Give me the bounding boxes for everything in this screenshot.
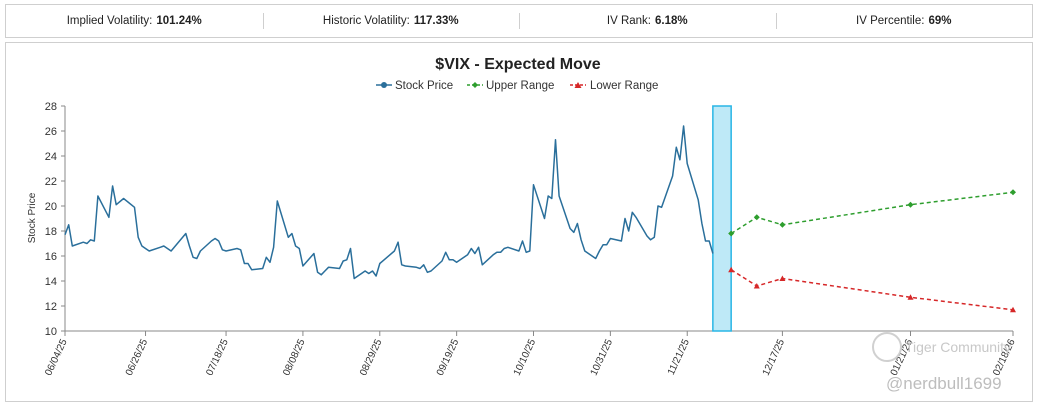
series-line-upper-range xyxy=(730,191,1014,235)
chart-legend: Stock Price Upper Range Lower Range xyxy=(376,80,658,92)
highlight-band-layer xyxy=(712,105,732,332)
series-line-lower-range xyxy=(730,269,1014,311)
stat-historic-volatility: Historic Volatility: 117.33% xyxy=(262,5,520,37)
chart-title: $VIX - Expected Move xyxy=(435,56,600,73)
legend-lower-marker xyxy=(574,82,582,88)
data-point[interactable] xyxy=(779,221,786,228)
y-tick-label: 10 xyxy=(45,326,57,338)
x-tick-label: 08/29/25 xyxy=(358,337,385,377)
y-tick-label: 26 xyxy=(45,126,57,138)
stats-bar: Implied Volatility: 101.24% Historic Vola… xyxy=(5,4,1033,38)
x-tick-label: 06/04/25 xyxy=(43,337,70,377)
x-tick-label: 10/31/25 xyxy=(589,337,616,377)
y-axis-title: Stock Price xyxy=(27,192,38,243)
y-tick-label: 12 xyxy=(45,301,57,313)
chart-panel xyxy=(5,42,1033,402)
y-tick-label: 20 xyxy=(45,201,57,213)
stat-implied-volatility: Implied Volatility: 101.24% xyxy=(66,15,202,27)
watermark-brand: Tiger Community xyxy=(905,339,1011,355)
y-tick-label: 22 xyxy=(45,176,57,188)
tiger-logo-icon xyxy=(872,332,902,362)
data-point[interactable] xyxy=(1010,306,1016,313)
legend-item-lower-range[interactable]: Lower Range xyxy=(570,80,658,92)
y-tick-label: 14 xyxy=(45,276,57,288)
x-tick-label: 10/10/25 xyxy=(512,337,539,377)
x-tick-label: 09/19/25 xyxy=(435,337,462,377)
y-tick-label: 28 xyxy=(45,101,57,113)
y-tick-label: 18 xyxy=(45,226,57,238)
legend-lower-label: Lower Range xyxy=(590,80,658,92)
watermark-user: @nerdbull1699 xyxy=(886,374,1002,393)
series-line-stock-price xyxy=(64,125,714,280)
data-point[interactable] xyxy=(728,230,735,237)
data-point[interactable] xyxy=(907,294,914,300)
data-point[interactable] xyxy=(907,201,914,208)
stat-iv-percentile: IV Percentile: 69% xyxy=(775,5,1033,37)
x-tick-label: 12/17/25 xyxy=(761,337,788,377)
y-axis: 10 12 14 16 18 20 22 24 26 28 xyxy=(45,101,66,338)
series-layer xyxy=(64,125,1016,313)
y-tick-label: 24 xyxy=(45,151,57,163)
data-point[interactable] xyxy=(1010,189,1016,196)
stat-iv-rank: IV Rank: 6.18% xyxy=(519,5,776,37)
legend-stock-label: Stock Price xyxy=(395,80,453,92)
x-tick-label: 11/21/25 xyxy=(666,337,692,377)
highlight-band xyxy=(712,105,732,332)
legend-upper-marker xyxy=(472,82,478,88)
x-axis: 06/04/25 06/26/25 07/18/25 08/08/25 08/29/25… xyxy=(43,330,1018,378)
watermark: Tiger Community @nerdbull1699 xyxy=(872,332,1011,393)
x-tick-label: 08/08/25 xyxy=(281,337,308,377)
legend-upper-label: Upper Range xyxy=(486,80,554,92)
legend-item-stock-price[interactable]: Stock Price xyxy=(376,80,453,92)
data-point[interactable] xyxy=(753,283,760,289)
x-tick-label: 07/18/25 xyxy=(204,337,231,377)
data-point[interactable] xyxy=(728,266,735,273)
data-point[interactable] xyxy=(753,214,760,221)
x-tick-label: 06/26/25 xyxy=(124,337,151,377)
legend-stock-marker xyxy=(381,82,387,88)
legend-item-upper-range[interactable]: Upper Range xyxy=(467,80,554,92)
data-point[interactable] xyxy=(779,275,786,282)
y-tick-label: 16 xyxy=(45,251,57,263)
